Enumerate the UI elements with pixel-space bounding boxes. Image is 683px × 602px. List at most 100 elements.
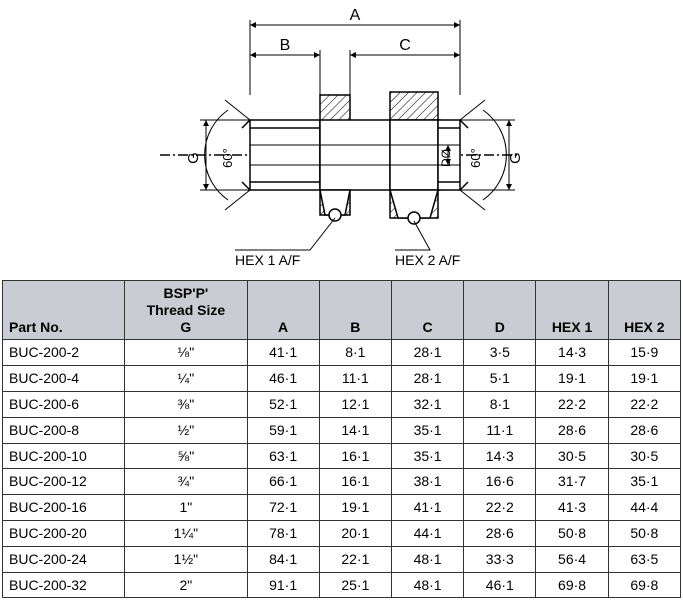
hex2-label: HEX 2 A/F — [395, 252, 460, 268]
col-A: A — [247, 281, 319, 340]
cell-part: BUC-200-8 — [3, 417, 125, 443]
cell-b: 14·1 — [319, 417, 391, 443]
cell-h1: 22·2 — [536, 391, 608, 417]
cell-g: ¼" — [125, 366, 247, 392]
cell-b: 19·1 — [319, 495, 391, 521]
angle-left: 60° — [220, 148, 235, 168]
cell-c: 48·1 — [391, 572, 463, 598]
dim-G-left: G — [185, 152, 202, 164]
cell-h2: 30·5 — [608, 443, 680, 469]
cell-g: 2" — [125, 572, 247, 598]
col-thread: BSP'P' Thread Size G — [125, 281, 247, 340]
cell-h2: 35·1 — [608, 469, 680, 495]
cell-g: ⅝" — [125, 443, 247, 469]
cell-c: 32·1 — [391, 391, 463, 417]
table-row: BUC-200-4¼"46·111·128·15·119·119·1 — [3, 366, 681, 392]
technical-drawing: A B C G 60° G 60° DØ — [0, 0, 683, 280]
cell-b: 11·1 — [319, 366, 391, 392]
cell-c: 35·1 — [391, 417, 463, 443]
cell-g: ¾" — [125, 469, 247, 495]
angle-right: 60° — [468, 148, 483, 168]
cell-d: 3·5 — [464, 340, 536, 366]
cell-c: 41·1 — [391, 495, 463, 521]
cell-d: 22·2 — [464, 495, 536, 521]
cell-c: 44·1 — [391, 520, 463, 546]
col-H1: HEX 1 — [536, 281, 608, 340]
cell-part: BUC-200-16 — [3, 495, 125, 521]
cell-h1: 41·3 — [536, 495, 608, 521]
cell-a: 72·1 — [247, 495, 319, 521]
cell-part: BUC-200-4 — [3, 366, 125, 392]
col-part: Part No. — [3, 281, 125, 340]
cell-g: ½" — [125, 417, 247, 443]
spec-table: Part No. BSP'P' Thread Size G A B C D HE… — [2, 280, 681, 598]
cell-h1: 69·8 — [536, 572, 608, 598]
cell-part: BUC-200-20 — [3, 520, 125, 546]
cell-b: 16·1 — [319, 443, 391, 469]
cell-h1: 19·1 — [536, 366, 608, 392]
cell-b: 12·1 — [319, 391, 391, 417]
cell-h2: 50·8 — [608, 520, 680, 546]
thread-l3: G — [180, 319, 191, 335]
cell-h1: 31·7 — [536, 469, 608, 495]
dim-C-label: C — [399, 37, 411, 54]
col-B: B — [319, 281, 391, 340]
cell-a: 41·1 — [247, 340, 319, 366]
cell-d: 33·3 — [464, 546, 536, 572]
cell-h2: 22·2 — [608, 391, 680, 417]
cell-h2: 15·9 — [608, 340, 680, 366]
cell-h2: 28·6 — [608, 417, 680, 443]
cell-c: 28·1 — [391, 340, 463, 366]
col-C: C — [391, 281, 463, 340]
cell-g: ⅜" — [125, 391, 247, 417]
table-row: BUC-200-322"91·125·148·146·169·869·8 — [3, 572, 681, 598]
table-row: BUC-200-8½"59·114·135·111·128·628·6 — [3, 417, 681, 443]
dim-A-label: A — [350, 7, 361, 24]
cell-d: 5·1 — [464, 366, 536, 392]
table-row: BUC-200-12¾"66·116·138·116·631·735·1 — [3, 469, 681, 495]
table-row: BUC-200-6⅜"52·112·132·18·122·222·2 — [3, 391, 681, 417]
cell-g: 1½" — [125, 546, 247, 572]
cell-c: 48·1 — [391, 546, 463, 572]
table-row: BUC-200-161"72·119·141·122·241·344·4 — [3, 495, 681, 521]
thread-l1: BSP'P' — [163, 285, 208, 301]
cell-c: 35·1 — [391, 443, 463, 469]
cell-a: 59·1 — [247, 417, 319, 443]
cell-h1: 50·8 — [536, 520, 608, 546]
dim-D: DØ — [439, 149, 453, 167]
cell-a: 66·1 — [247, 469, 319, 495]
cell-a: 46·1 — [247, 366, 319, 392]
table-row: BUC-200-241½"84·122·148·133·356·463·5 — [3, 546, 681, 572]
cell-d: 14·3 — [464, 443, 536, 469]
cell-h2: 44·4 — [608, 495, 680, 521]
cell-g: 1¼" — [125, 520, 247, 546]
cell-d: 8·1 — [464, 391, 536, 417]
cell-part: BUC-200-10 — [3, 443, 125, 469]
cell-part: BUC-200-12 — [3, 469, 125, 495]
cell-c: 38·1 — [391, 469, 463, 495]
cell-a: 91·1 — [247, 572, 319, 598]
cell-a: 78·1 — [247, 520, 319, 546]
cell-h1: 30·5 — [536, 443, 608, 469]
table-header-row: Part No. BSP'P' Thread Size G A B C D HE… — [3, 281, 681, 340]
cell-c: 28·1 — [391, 366, 463, 392]
cell-h2: 69·8 — [608, 572, 680, 598]
cell-g: 1" — [125, 495, 247, 521]
cell-a: 63·1 — [247, 443, 319, 469]
cell-d: 11·1 — [464, 417, 536, 443]
col-D: D — [464, 281, 536, 340]
cell-part: BUC-200-32 — [3, 572, 125, 598]
cell-h1: 28·6 — [536, 417, 608, 443]
dim-B-label: B — [280, 37, 291, 54]
col-H2: HEX 2 — [608, 281, 680, 340]
cell-b: 16·1 — [319, 469, 391, 495]
cell-h2: 63·5 — [608, 546, 680, 572]
cell-part: BUC-200-24 — [3, 546, 125, 572]
cell-b: 25·1 — [319, 572, 391, 598]
cell-b: 8·1 — [319, 340, 391, 366]
cell-b: 20·1 — [319, 520, 391, 546]
cell-d: 16·6 — [464, 469, 536, 495]
table-row: BUC-200-10⅝"63·116·135·114·330·530·5 — [3, 443, 681, 469]
cell-h2: 19·1 — [608, 366, 680, 392]
cell-b: 22·1 — [319, 546, 391, 572]
